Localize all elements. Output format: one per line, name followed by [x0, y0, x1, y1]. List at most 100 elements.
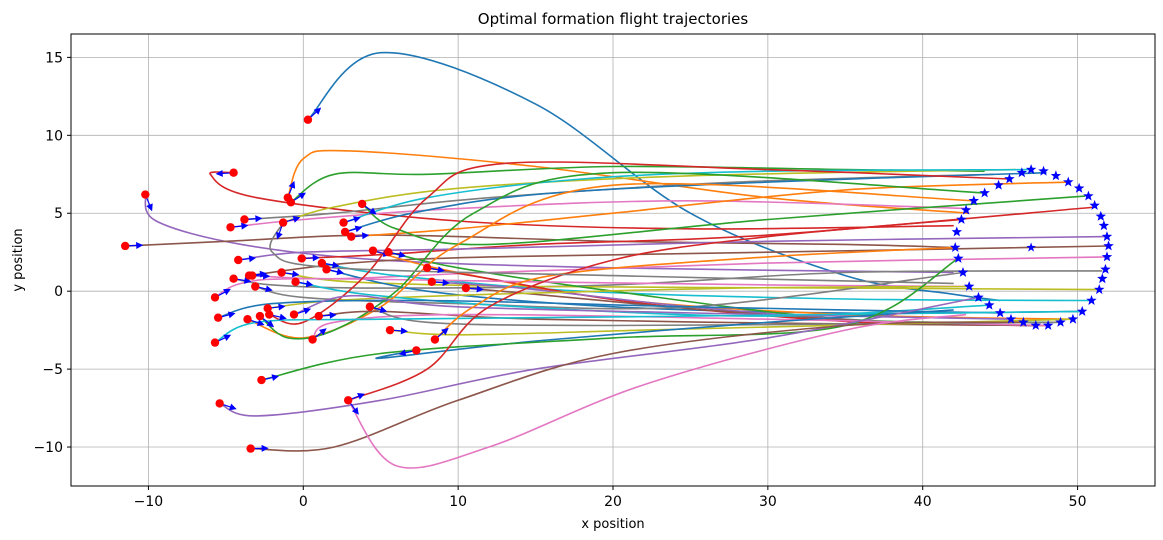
goal-star [1067, 313, 1079, 324]
start-point [247, 271, 257, 280]
heading-arrow-head [332, 261, 340, 269]
trajectory-line [238, 235, 1108, 261]
start-point [368, 246, 378, 255]
trajectory-line [343, 168, 1032, 224]
plot-area [121, 51, 1114, 469]
marker-layer [121, 107, 1114, 453]
goal-star [1101, 251, 1113, 262]
goal-star [1095, 210, 1106, 221]
heading-arrow-head [313, 107, 322, 115]
x-axis-label: x position [581, 517, 644, 532]
trajectory-line [301, 206, 1097, 260]
chart-title: Optimal formation flight trajectories [478, 10, 749, 28]
heading-arrow-head [241, 222, 249, 230]
goal-star [1094, 284, 1105, 295]
trajectory-line [434, 246, 956, 341]
goal-star [953, 252, 964, 263]
heading-arrow-head [265, 285, 273, 293]
heading-arrow-head [353, 216, 361, 223]
y-axis-ticks: −10 −5 0 5 10 15 [33, 50, 71, 456]
heading-arrow-head [476, 285, 484, 293]
start-point [427, 277, 437, 287]
heading-arrow-head [292, 270, 300, 278]
goal-star [963, 281, 975, 291]
start-point [412, 346, 421, 355]
start-point [243, 315, 252, 324]
start-point [210, 293, 220, 302]
start-point [291, 277, 300, 287]
start-point [357, 199, 367, 209]
start-point [430, 335, 440, 344]
start-point [286, 198, 296, 207]
start-point [246, 444, 255, 453]
heading-arrow-head [336, 268, 345, 276]
trajectory-line [375, 309, 954, 360]
y-axis-label: y position [11, 228, 26, 291]
trajectory-line [255, 271, 964, 310]
heading-arrow-head [288, 180, 296, 189]
trajectory-line [209, 171, 954, 230]
start-point [303, 115, 313, 124]
heading-arrow-head [256, 319, 265, 326]
start-point [229, 274, 238, 283]
heading-arrow-head [303, 307, 312, 315]
x-tick-label: 40 [914, 494, 932, 510]
heading-arrow-head [442, 279, 450, 287]
start-point [314, 311, 323, 321]
heading-arrow-head [398, 251, 406, 258]
start-point [229, 168, 238, 177]
trajectory-line [261, 257, 959, 381]
trajectory-line [125, 234, 954, 249]
heading-arrow-head [379, 306, 388, 313]
start-point [347, 232, 356, 241]
goal-star [950, 242, 961, 252]
y-tick-label: 5 [54, 206, 63, 222]
goal-star [1050, 170, 1062, 181]
heading-arrow-head [441, 327, 449, 336]
trajectory-line [321, 262, 1094, 302]
start-point [277, 268, 286, 277]
goal-star [993, 179, 1004, 190]
heading-arrow-head [271, 374, 279, 381]
heading-arrow-head [278, 303, 286, 311]
heading-arrow-head [223, 334, 232, 341]
y-tick-label: 0 [54, 284, 63, 300]
x-tick-label: 0 [299, 494, 308, 510]
heading-arrow-head [146, 203, 153, 212]
start-point [384, 248, 393, 257]
heading-arrow-head [357, 393, 365, 400]
heading-arrow-head [263, 272, 271, 280]
heading-arrow-head [305, 280, 314, 288]
start-point [141, 190, 150, 199]
trajectory-line [347, 313, 967, 469]
heading-arrow-head [354, 225, 363, 233]
start-point [385, 325, 395, 335]
start-point [257, 375, 266, 385]
x-tick-label: 20 [604, 494, 622, 510]
goal-star [1077, 305, 1088, 316]
y-tick-label: −5 [42, 362, 63, 378]
heading-arrow-head [398, 349, 407, 357]
start-point [121, 241, 130, 251]
trajectory-line [259, 171, 985, 340]
trajectory-line [230, 199, 970, 229]
y-tick-label: 15 [45, 50, 63, 66]
trajectory-line [144, 194, 954, 274]
start-point [213, 313, 223, 322]
start-point [234, 255, 243, 265]
trajectory-line [347, 218, 962, 402]
trajectory-line [344, 171, 1047, 233]
start-point [308, 335, 317, 344]
start-point [226, 223, 235, 232]
start-point [240, 215, 249, 224]
heading-arrow-head [223, 288, 231, 296]
start-point [255, 311, 265, 321]
heading-arrow-head [261, 444, 269, 452]
heading-arrow-head [248, 255, 257, 263]
x-tick-label: 50 [1069, 494, 1087, 510]
x-axis-ticks: −10 0 10 20 30 40 50 [134, 486, 1087, 510]
heading-arrow-head [329, 311, 337, 319]
heading-arrow-head [276, 231, 283, 240]
goal-star [1055, 316, 1066, 327]
start-point [278, 218, 288, 227]
